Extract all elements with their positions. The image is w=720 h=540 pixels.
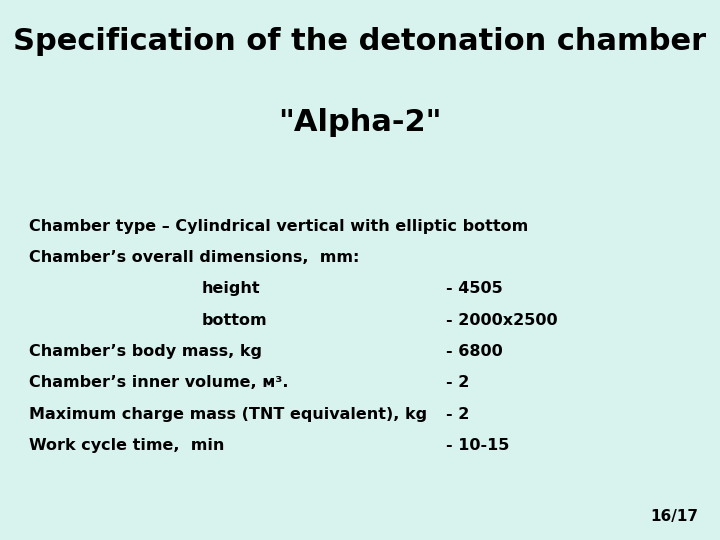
Text: Chamber’s inner volume, м³.: Chamber’s inner volume, м³.: [29, 375, 288, 390]
Text: Chamber’s overall dimensions,  mm:: Chamber’s overall dimensions, mm:: [29, 250, 359, 265]
Text: - 10-15: - 10-15: [446, 438, 510, 453]
Text: Chamber’s body mass, kg: Chamber’s body mass, kg: [29, 344, 262, 359]
Text: - 2: - 2: [446, 407, 469, 422]
Text: - 2: - 2: [446, 375, 469, 390]
Text: 16/17: 16/17: [650, 509, 698, 524]
Text: Chamber type – Cylindrical vertical with elliptic bottom: Chamber type – Cylindrical vertical with…: [29, 219, 528, 234]
Text: - 6800: - 6800: [446, 344, 503, 359]
Text: Specification of the detonation chamber: Specification of the detonation chamber: [14, 27, 706, 56]
Text: Maximum charge mass (TNT equivalent), kg: Maximum charge mass (TNT equivalent), kg: [29, 407, 427, 422]
Text: - 4505: - 4505: [446, 281, 503, 296]
Text: Work cycle time,  min: Work cycle time, min: [29, 438, 224, 453]
Text: bottom: bottom: [202, 313, 267, 328]
Text: - 2000x2500: - 2000x2500: [446, 313, 558, 328]
Text: height: height: [202, 281, 260, 296]
Text: "Alpha-2": "Alpha-2": [278, 108, 442, 137]
